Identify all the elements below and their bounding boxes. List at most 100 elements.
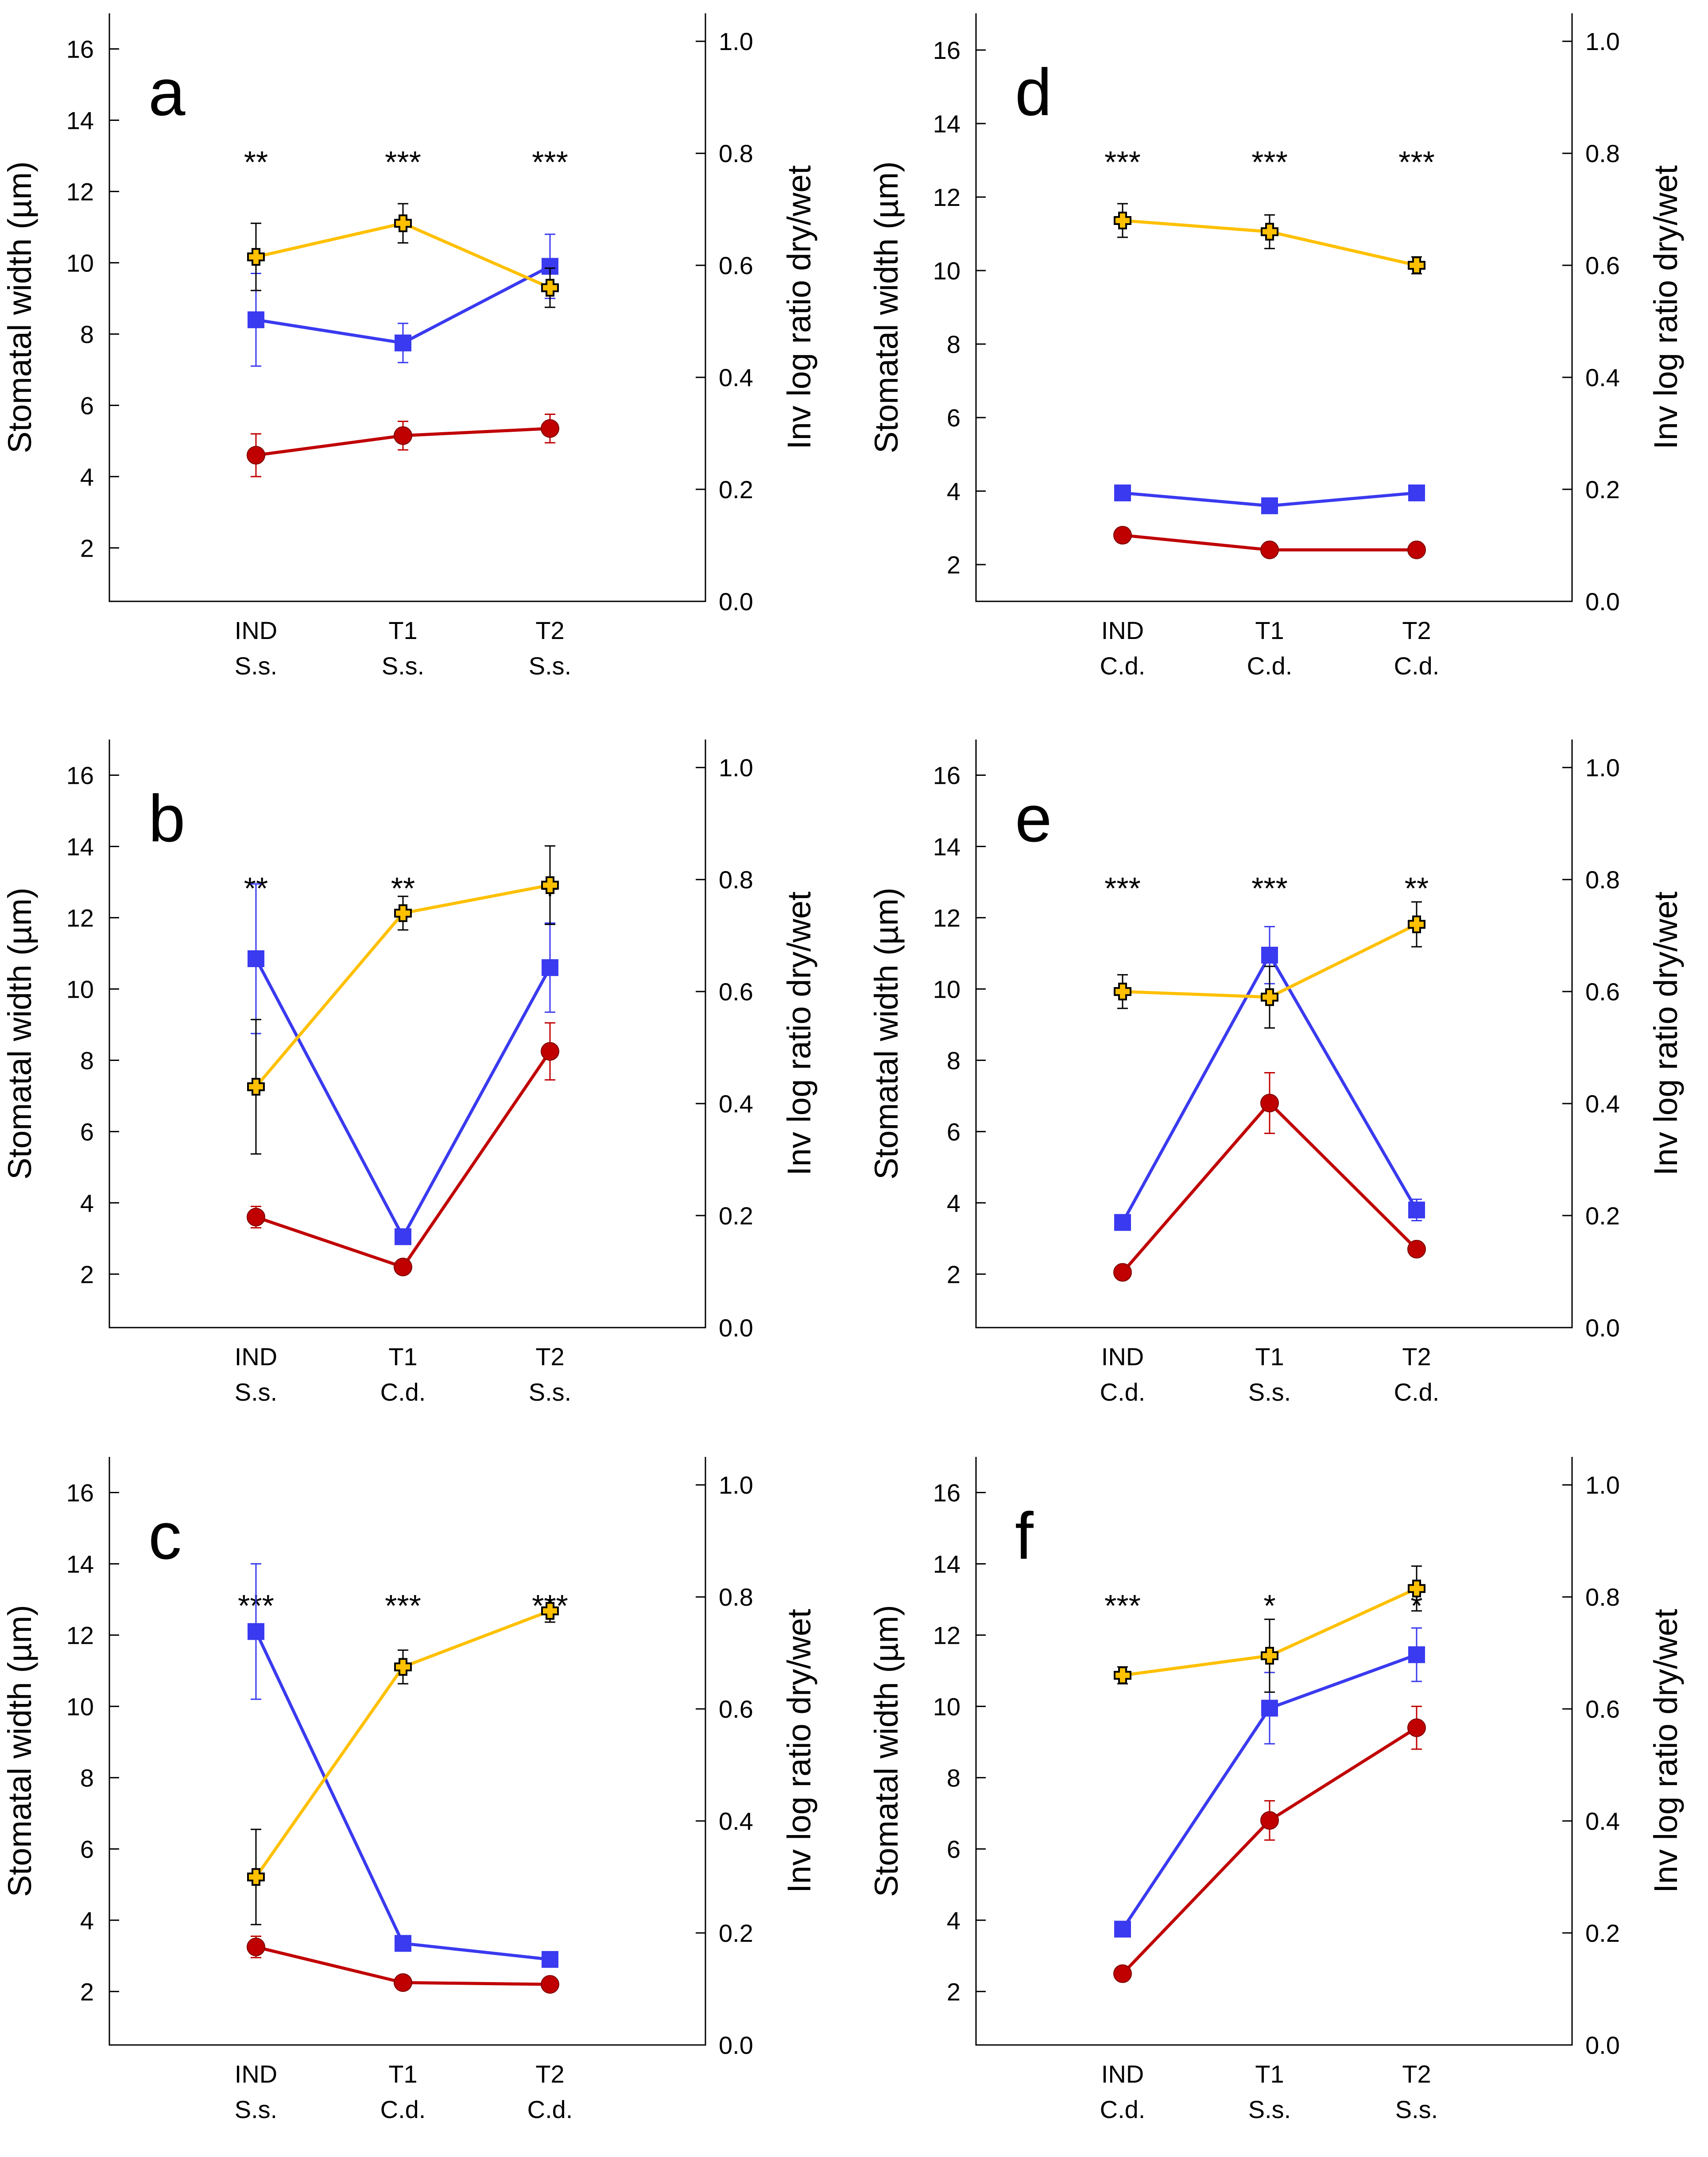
y2-tick-label: 1.0 <box>1585 754 1620 782</box>
y2-axis-title: Inv log ratio dry/wet <box>781 891 817 1176</box>
panel-letter: e <box>1015 781 1052 856</box>
red-point <box>1113 1964 1132 1983</box>
y-tick-label: 8 <box>947 1764 961 1792</box>
x-category-sublabel: C.d. <box>1394 652 1440 680</box>
x-category-sublabel: C.d. <box>380 1378 426 1406</box>
y-tick-label: 14 <box>933 833 961 860</box>
x-category-label: IND <box>1101 1343 1144 1371</box>
blue-point <box>542 959 558 976</box>
y-tick-label: 10 <box>933 975 961 1003</box>
yellow-point <box>541 1602 559 1620</box>
red-point <box>1260 1811 1279 1830</box>
x-category-sublabel: S.s. <box>235 1378 277 1406</box>
red-point <box>247 1937 265 1956</box>
y-tick-label: 12 <box>933 904 961 932</box>
axes-frame <box>108 740 706 1328</box>
y-tick-label: 2 <box>80 1978 94 2006</box>
x-category-label: T1 <box>388 1343 417 1371</box>
x-category-sublabel: C.d. <box>380 2095 426 2123</box>
x-category-label: IND <box>235 1343 277 1371</box>
blue-point <box>1408 484 1425 502</box>
y2-tick-label: 0.8 <box>719 1583 753 1611</box>
y2-axis-title: Inv log ratio dry/wet <box>1647 891 1684 1176</box>
blue-point <box>395 334 411 352</box>
axes-frame <box>975 13 1573 602</box>
yellow-point <box>541 279 559 297</box>
y-tick-label: 14 <box>66 106 94 134</box>
y-axis-title: Stomatal width (µm) <box>868 1605 905 1897</box>
axes-frame <box>108 13 706 602</box>
y2-tick-label: 0.6 <box>1585 1695 1620 1723</box>
y2-tick-label: 0.2 <box>1585 476 1620 503</box>
y-axis-title: Stomatal width (µm) <box>1 1605 38 1897</box>
y2-tick-label: 0.0 <box>719 2031 753 2059</box>
blue-point <box>1114 1921 1131 1938</box>
y-tick-label: 6 <box>80 391 94 419</box>
y2-tick-label: 0.0 <box>719 588 753 616</box>
x-category-sublabel: S.s. <box>382 652 424 680</box>
y-tick-label: 2 <box>80 1260 94 1288</box>
y-tick-label: 4 <box>80 1189 94 1217</box>
y-tick-label: 4 <box>947 1189 961 1217</box>
x-category-label: T2 <box>1402 2060 1431 2088</box>
x-category-label: T2 <box>1402 1343 1431 1371</box>
y2-tick-label: 0.4 <box>1585 364 1620 391</box>
y-tick-label: 4 <box>80 1906 94 1934</box>
y2-tick-label: 0.2 <box>1585 1919 1620 1947</box>
blue-series-line <box>254 958 552 1240</box>
red-point <box>247 446 265 465</box>
blue-point <box>395 1228 411 1245</box>
y2-tick-label: 0.0 <box>1585 2031 1620 2059</box>
panel-f: 2 4 6 8 10 12 14 16 0.0 0.2 0.4 0.6 0.8 1.0 Stomatal w… <box>868 1457 1684 2123</box>
red-point <box>247 1208 265 1227</box>
y2-tick-label: 0.8 <box>1585 139 1620 167</box>
yellow-point <box>1408 256 1425 275</box>
y-tick-label: 12 <box>933 1621 961 1649</box>
x-category-label: T2 <box>535 616 564 644</box>
y-tick-label: 6 <box>80 1118 94 1146</box>
significance-mark: *** <box>1104 1588 1141 1623</box>
yellow-point <box>247 1868 265 1886</box>
y-tick-label: 14 <box>933 110 961 138</box>
x-category-label: T1 <box>388 616 417 644</box>
y-tick-label: 14 <box>66 1550 94 1578</box>
red-point <box>1260 1093 1279 1112</box>
red-series-line <box>1121 1726 1418 1975</box>
panel-b: 2 4 6 8 10 12 14 16 0.0 0.2 0.4 0.6 0.8 1.0 Stomatal w… <box>1 740 817 1406</box>
yellow-point <box>247 248 265 266</box>
y2-tick-label: 0.6 <box>719 252 753 279</box>
y2-tick-label: 0.2 <box>719 476 753 503</box>
y-tick-label: 14 <box>66 833 94 860</box>
y-tick-label: 8 <box>947 1046 961 1074</box>
panel-d: 2 4 6 8 10 12 14 16 0.0 0.2 0.4 0.6 0.8 1.0 Stomatal w… <box>868 13 1684 680</box>
blue-point <box>1261 497 1278 515</box>
y-tick-label: 6 <box>947 1835 961 1863</box>
x-category-label: T1 <box>1255 2060 1284 2088</box>
x-category-sublabel: S.s. <box>235 2095 277 2123</box>
panel-e: 2 4 6 8 10 12 14 16 0.0 0.2 0.4 0.6 0.8 1.0 Stomatal w… <box>868 740 1684 1406</box>
red-point <box>1113 526 1132 545</box>
significance-mark: ** <box>1405 871 1429 906</box>
yellow-point <box>1261 988 1278 1006</box>
significance-mark: *** <box>1398 145 1435 179</box>
y-tick-label: 16 <box>933 761 961 789</box>
x-category-sublabel: S.s. <box>235 652 277 680</box>
blue-point <box>1114 484 1131 502</box>
red-point <box>394 1258 412 1277</box>
axes-frame <box>975 1457 1573 2046</box>
significance-mark: *** <box>1251 145 1288 179</box>
y-tick-label: 2 <box>947 1978 961 2006</box>
y2-tick-label: 0.8 <box>719 139 753 167</box>
yellow-point <box>1408 1580 1425 1598</box>
y2-tick-label: 1.0 <box>719 754 753 782</box>
significance-mark: *** <box>1104 145 1141 179</box>
red-point <box>1407 540 1426 559</box>
significance-mark: *** <box>385 1588 421 1623</box>
y-axis-title: Stomatal width (µm) <box>868 161 905 453</box>
x-category-sublabel: S.s. <box>1248 2095 1291 2123</box>
y-axis-title: Stomatal width (µm) <box>868 887 905 1179</box>
y-tick-label: 4 <box>947 477 961 505</box>
x-category-sublabel: S.s. <box>529 652 571 680</box>
y-tick-label: 10 <box>66 975 94 1003</box>
